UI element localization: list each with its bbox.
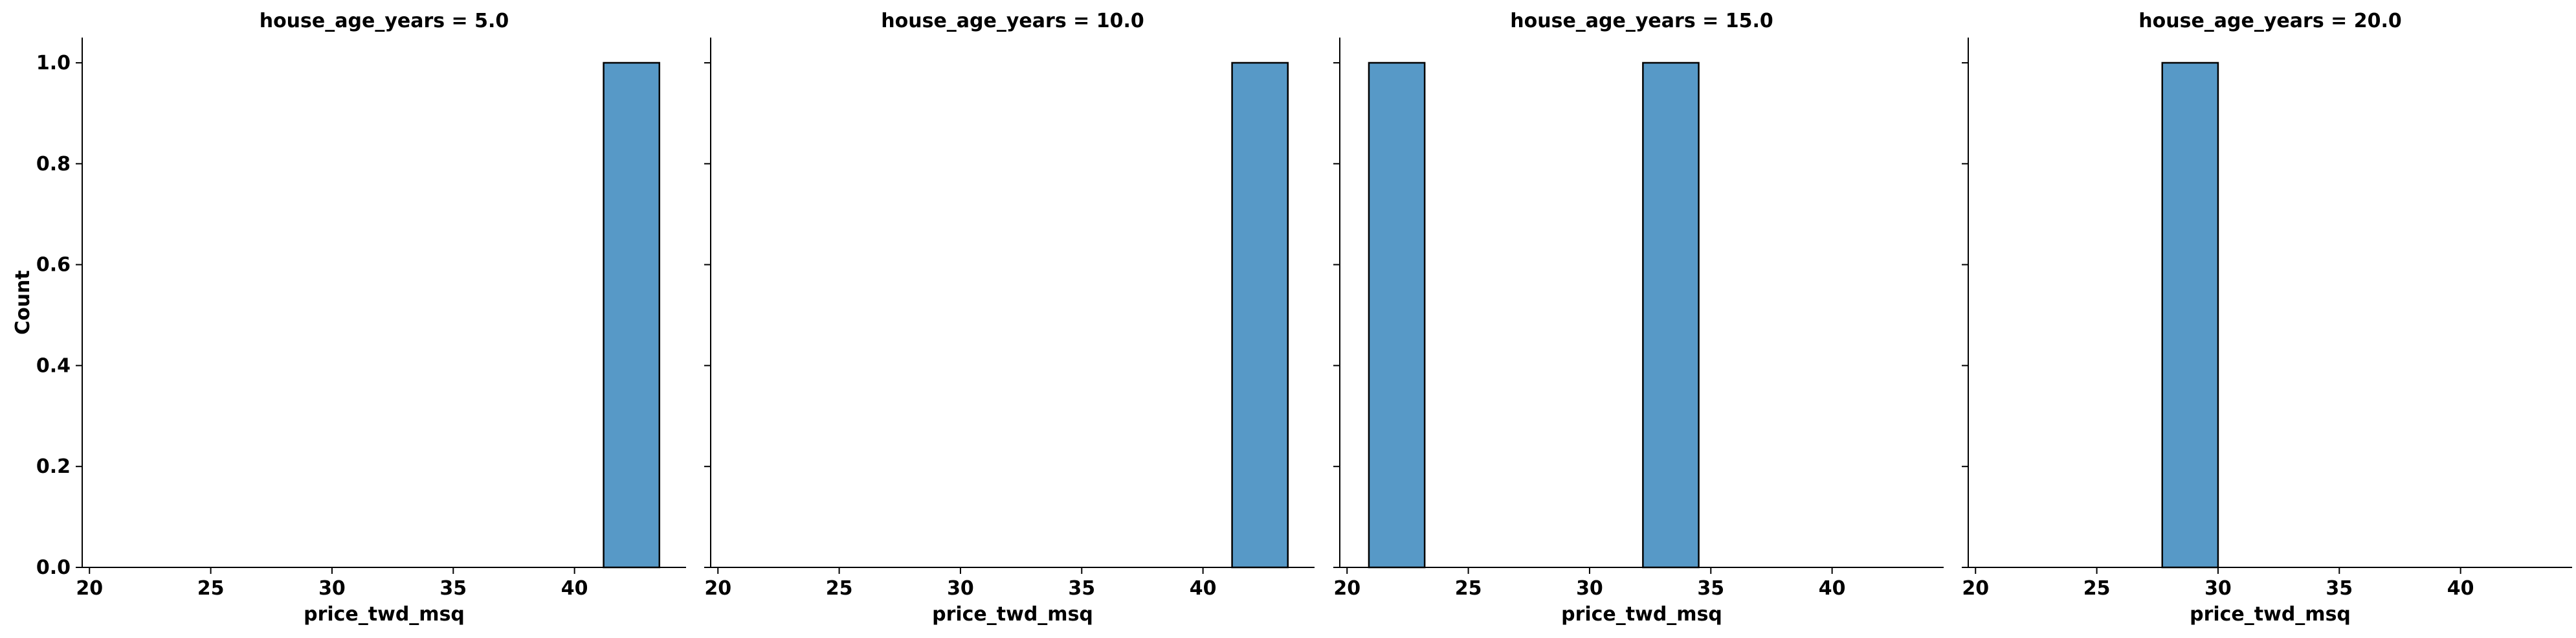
facet-title: house_age_years = 5.0 bbox=[260, 10, 509, 32]
histogram-bar bbox=[2161, 62, 2219, 569]
facet-title: house_age_years = 15.0 bbox=[1510, 10, 1773, 32]
y-tick-label: 0.0 bbox=[36, 556, 71, 579]
x-tick-label: 20 bbox=[704, 577, 731, 600]
x-axis-label: price_twd_msq bbox=[1561, 603, 1722, 626]
x-tick-label: 25 bbox=[2083, 577, 2111, 600]
x-tick-label: 35 bbox=[439, 577, 467, 600]
x-tick-label: 35 bbox=[1697, 577, 1724, 600]
histogram-bar bbox=[603, 62, 661, 569]
histogram-bar bbox=[1231, 62, 1289, 569]
x-tick-label: 30 bbox=[318, 577, 346, 600]
x-axis-label: price_twd_msq bbox=[2190, 603, 2351, 626]
x-tick-label: 30 bbox=[2204, 577, 2232, 600]
x-tick-label: 35 bbox=[2326, 577, 2353, 600]
x-tick-label: 40 bbox=[561, 577, 588, 600]
y-tick-label: 0.8 bbox=[36, 153, 71, 176]
x-tick-label: 35 bbox=[1068, 577, 1095, 600]
histogram-bar bbox=[1368, 62, 1426, 569]
y-axis-label: Count bbox=[12, 270, 34, 335]
x-tick-label: 40 bbox=[2447, 577, 2474, 600]
x-tick-label: 25 bbox=[1455, 577, 1482, 600]
facet-title: house_age_years = 10.0 bbox=[881, 10, 1144, 32]
x-tick-label: 40 bbox=[1190, 577, 1217, 600]
x-axis-label: price_twd_msq bbox=[304, 603, 465, 626]
y-tick-label: 0.2 bbox=[36, 455, 71, 478]
facet-title: house_age_years = 20.0 bbox=[2138, 10, 2401, 32]
x-tick-label: 40 bbox=[1819, 577, 1846, 600]
x-axis-label: price_twd_msq bbox=[932, 603, 1093, 626]
x-tick-label: 30 bbox=[1576, 577, 1603, 600]
y-tick-label: 0.4 bbox=[36, 354, 71, 377]
x-tick-label: 25 bbox=[197, 577, 225, 600]
x-tick-label: 20 bbox=[1333, 577, 1360, 600]
y-tick-label: 1.0 bbox=[36, 52, 71, 74]
x-tick-label: 20 bbox=[76, 577, 103, 600]
x-tick-label: 30 bbox=[947, 577, 974, 600]
y-tick-label: 0.6 bbox=[36, 254, 71, 277]
x-tick-label: 20 bbox=[1962, 577, 1989, 600]
histogram-bar bbox=[1642, 62, 1700, 569]
x-tick-label: 25 bbox=[826, 577, 853, 600]
